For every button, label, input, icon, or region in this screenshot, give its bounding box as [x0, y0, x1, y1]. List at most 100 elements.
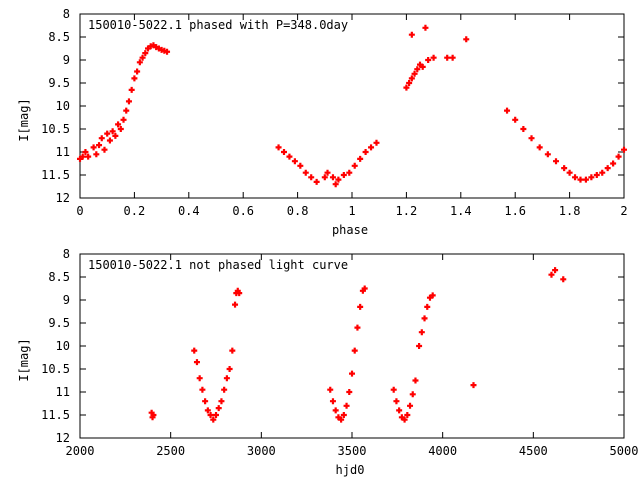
data-point [93, 151, 100, 158]
data-point [226, 366, 233, 372]
data-point [368, 144, 375, 151]
data-point [343, 402, 350, 409]
x-tick-label: 1 [348, 204, 355, 218]
data-point [504, 107, 511, 114]
data-point [351, 162, 358, 169]
y-tick-label: 11.5 [41, 168, 70, 182]
data-points [77, 24, 627, 188]
data-point [416, 343, 423, 349]
data-point [123, 107, 130, 114]
data-point [120, 116, 127, 123]
plot-frame [79, 13, 625, 199]
data-point [340, 172, 347, 178]
y-tick-label: 11 [56, 145, 70, 159]
data-point [332, 407, 339, 414]
data-point [223, 375, 230, 382]
data-point [82, 149, 89, 155]
data-point [193, 359, 200, 366]
y-tick-label: 9 [63, 293, 70, 307]
axis-ticks: 2000 2500 3000 3500 4000 4500 5000 8 8.5 9 9.5 10 10… [41, 247, 638, 458]
data-point [351, 347, 358, 354]
data-point [286, 153, 293, 160]
data-point [131, 75, 138, 82]
y-axis-label: I[mag] [17, 338, 31, 381]
data-point [604, 165, 611, 172]
data-point [512, 116, 519, 123]
y-tick-label: 12 [56, 431, 70, 445]
data-point [329, 174, 336, 181]
data-point [408, 75, 415, 82]
data-point [98, 135, 105, 142]
data-point [204, 407, 211, 414]
x-tick-label: 0 [76, 204, 83, 218]
y-tick-label: 8.5 [48, 270, 70, 284]
x-tick-label: 0.8 [287, 204, 309, 218]
chart-title: 150010-5022.1 phased with P=348.0day [88, 18, 348, 32]
data-point [429, 292, 436, 299]
data-point [79, 153, 86, 160]
data-point [191, 347, 198, 354]
y-tick-label: 10 [56, 339, 70, 353]
y-tick-label: 11.5 [41, 408, 70, 422]
data-point [125, 98, 132, 105]
data-point [335, 176, 342, 183]
y-tick-label: 8 [63, 247, 70, 261]
data-point [418, 329, 425, 336]
x-tick-label: 0.6 [232, 204, 254, 218]
x-tick-label: 1.2 [396, 204, 418, 218]
data-point [90, 144, 97, 151]
data-point [393, 398, 400, 405]
y-tick-label: 12 [56, 191, 70, 205]
data-point [321, 174, 328, 181]
data-point [136, 59, 143, 66]
data-point [582, 176, 589, 183]
data-point [329, 398, 336, 405]
data-point [444, 54, 451, 61]
x-tick-label: 0.4 [178, 204, 200, 218]
data-point [199, 386, 206, 393]
data-point [449, 54, 456, 61]
x-axis-label: hjd0 [336, 463, 365, 477]
data-point [96, 142, 103, 149]
data-point [297, 162, 304, 169]
x-tick-label: 2000 [66, 444, 95, 458]
data-point [430, 54, 437, 61]
data-point [236, 290, 243, 297]
chart-phased: 150010-5022.1 phased with P=348.0day pha… [17, 7, 628, 237]
y-tick-label: 10.5 [41, 362, 70, 376]
data-point [213, 412, 219, 418]
data-point [221, 386, 228, 393]
data-point [291, 158, 298, 165]
data-point [560, 276, 567, 283]
y-tick-label: 10.5 [41, 122, 70, 136]
data-point [332, 181, 339, 188]
x-tick-label: 0.2 [124, 204, 146, 218]
data-point [561, 165, 568, 172]
data-point [346, 169, 353, 176]
y-tick-label: 8.5 [48, 30, 70, 44]
x-tick-label: 1.4 [450, 204, 472, 218]
x-tick-label: 5000 [610, 444, 639, 458]
data-point [362, 149, 369, 155]
y-tick-label: 11 [56, 385, 70, 399]
y-tick-label: 9.5 [48, 76, 70, 90]
y-tick-label: 9 [63, 53, 70, 67]
data-point [215, 405, 222, 412]
data-point [150, 412, 157, 418]
x-tick-label: 4000 [428, 444, 457, 458]
data-point [528, 135, 535, 142]
data-point [411, 70, 418, 77]
data-point [409, 391, 416, 398]
x-tick-label: 3500 [338, 444, 367, 458]
data-point [302, 169, 309, 176]
data-point [553, 158, 559, 165]
data-point [406, 80, 413, 86]
data-point [207, 412, 214, 418]
chart-not-phased: 150010-5022.1 not phased light curve hjd… [17, 247, 638, 477]
x-tick-label: 3000 [247, 444, 276, 458]
data-point [621, 146, 627, 153]
data-point [361, 285, 368, 292]
data-point [346, 389, 353, 395]
data-point [424, 303, 431, 310]
